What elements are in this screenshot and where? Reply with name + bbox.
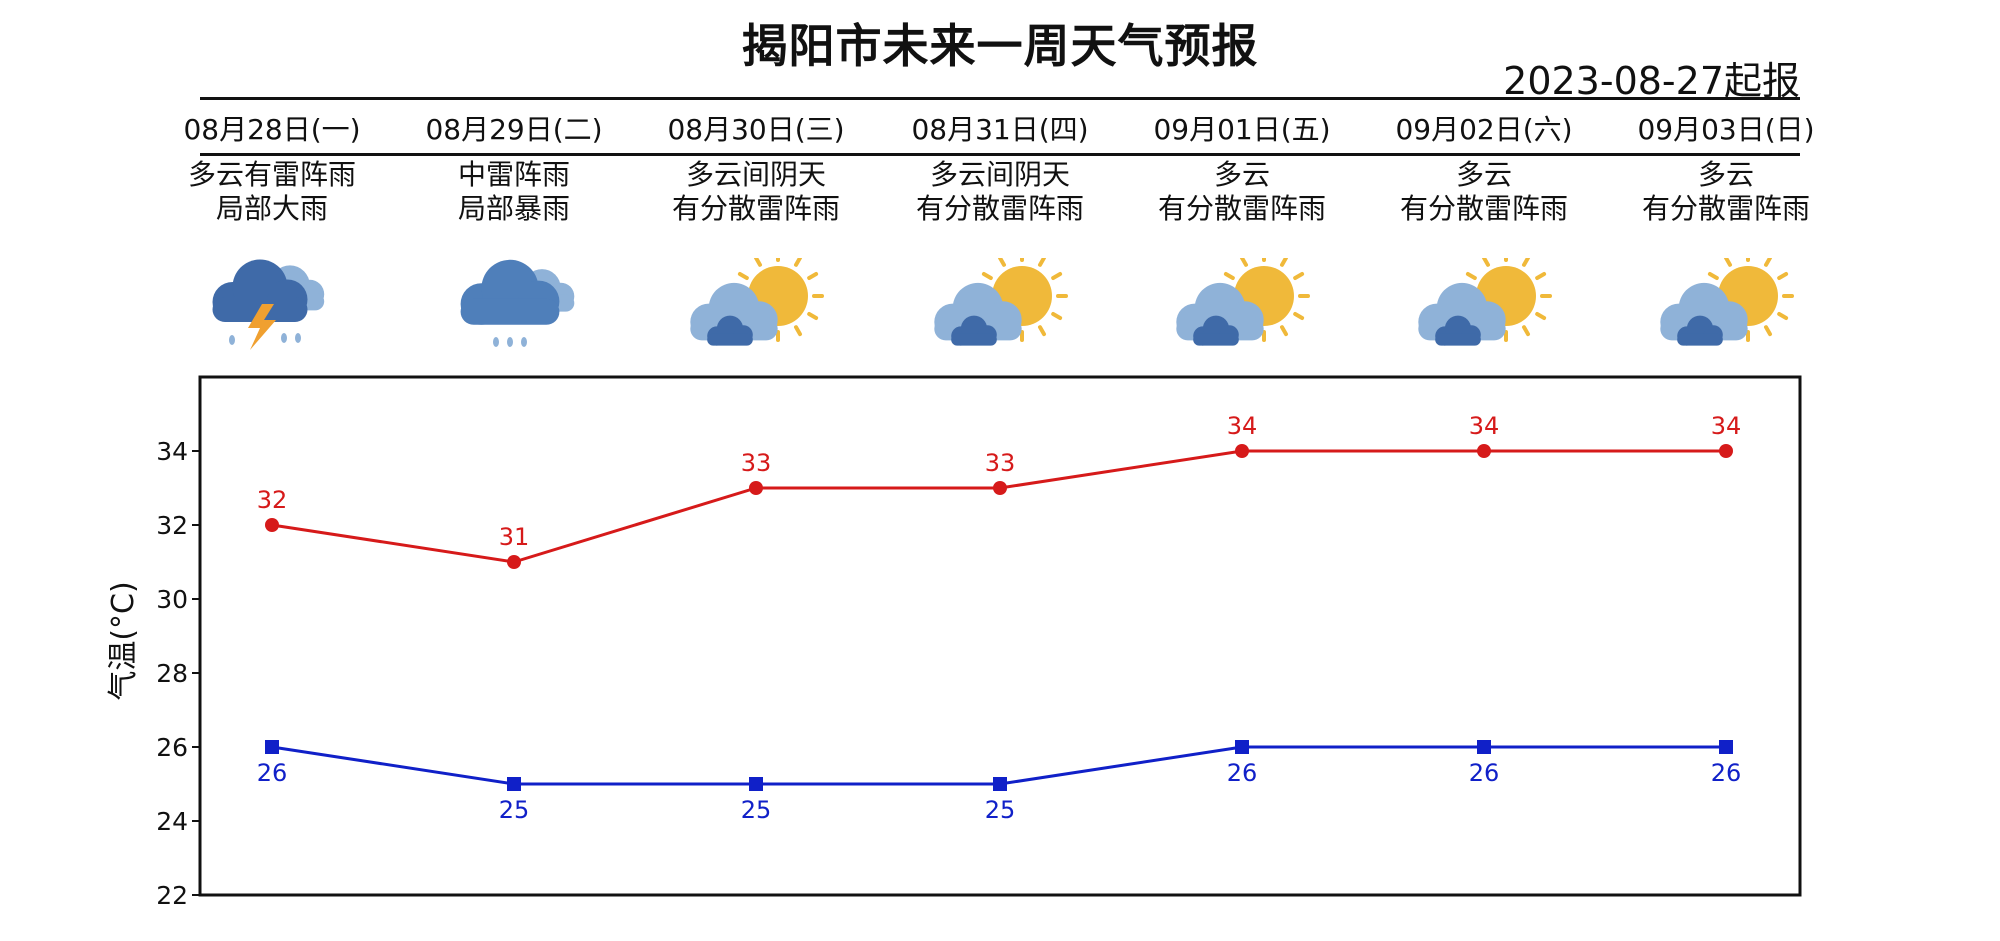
header-bottom-rule [200,153,1800,156]
y-tick-label: 34 [156,437,188,466]
day-weather-desc: 多云间阴天 有分散雷阵雨 [636,158,876,226]
weather-desc-line2: 有分散雷阵雨 [1641,192,1810,225]
low-temp-label: 26 [1711,759,1742,787]
low-temp-label: 25 [741,796,772,824]
weather-desc-line1: 多云 [1697,158,1754,191]
day-date: 09月03日(日) [1637,113,1815,146]
y-tick-label: 26 [156,733,188,762]
high-temp-label: 33 [741,449,772,477]
high-temp-label: 31 [499,523,530,551]
y-axis-label: 气温(°C) [106,581,141,701]
y-tick-label: 22 [156,881,188,910]
day-weather-desc: 多云有雷阵雨 局部大雨 [152,158,392,226]
weather-desc-line2: 有分散雷阵雨 [671,192,840,225]
high-temp-label: 33 [985,449,1016,477]
day-weather-desc: 中雷阵雨 局部暴雨 [394,158,634,226]
low-temp-label: 25 [499,796,530,824]
weather-desc-line2: 有分散雷阵雨 [1399,192,1568,225]
issue-date: 2023-08-27起报 [1503,59,1800,103]
low-temp-point [993,777,1007,791]
weather-desc-line2: 局部暴雨 [457,192,570,225]
low-temp-point [749,777,763,791]
plot-frame [198,375,1802,897]
weather-desc-line2: 有分散雷阵雨 [915,192,1084,225]
weather-desc-line1: 中雷阵雨 [457,158,570,191]
day-weather-desc: 多云 有分散雷阵雨 [1606,158,1846,226]
y-tick-label: 30 [156,585,188,614]
low-temp-label: 26 [257,759,288,787]
partly-cloudy-icon [686,250,826,358]
partly-cloudy-icon [1414,250,1554,358]
weather-desc-line1: 多云间阴天 [685,158,826,191]
low-temp-label: 26 [1469,759,1500,787]
weather-desc-line1: 多云间阴天 [929,158,1070,191]
low-temp-point [1235,740,1249,754]
partly-cloudy-icon [930,250,1070,358]
weather-desc-line1: 多云 [1213,158,1270,191]
weather-desc-line1: 多云 [1455,158,1512,191]
high-temp-point [507,555,521,569]
low-temp-label: 26 [1227,759,1258,787]
rain-cloud-icon [444,258,584,358]
high-temp-label: 34 [1227,412,1258,440]
high-temp-point [993,481,1007,495]
y-tick-label: 32 [156,511,188,540]
high-temp-point [1477,444,1491,458]
day-weather-desc: 多云 有分散雷阵雨 [1122,158,1362,226]
low-temp-point [1719,740,1733,754]
high-temp-point [749,481,763,495]
high-temp-label: 32 [257,486,288,514]
day-date: 08月30日(三) [667,113,845,146]
high-temp-label: 34 [1711,412,1742,440]
low-temp-point [507,777,521,791]
day-date: 08月29日(二) [425,113,603,146]
high-temp-point [1235,444,1249,458]
thunderstorm-icon [202,258,342,358]
weather-desc-line1: 多云有雷阵雨 [187,158,356,191]
header-top-rule [200,97,1800,100]
day-weather-desc: 多云间阴天 有分散雷阵雨 [880,158,1120,226]
y-tick-label: 28 [156,659,188,688]
high-temp-point [265,518,279,532]
day-date: 08月31日(四) [911,113,1089,146]
high-temp-label: 34 [1469,412,1500,440]
low-temp-point [265,740,279,754]
low-temp-label: 25 [985,796,1016,824]
day-date: 09月02日(六) [1395,113,1573,146]
weather-desc-line2: 有分散雷阵雨 [1157,192,1326,225]
day-date: 09月01日(五) [1153,113,1331,146]
y-tick-label: 24 [156,807,188,836]
high-temp-point [1719,444,1733,458]
day-weather-desc: 多云 有分散雷阵雨 [1364,158,1604,226]
low-temp-point [1477,740,1491,754]
weather-desc-line2: 局部大雨 [215,192,328,225]
partly-cloudy-icon [1172,250,1312,358]
chart-title: 揭阳市未来一周天气预报 [741,19,1259,73]
day-date: 08月28日(一) [183,113,361,146]
